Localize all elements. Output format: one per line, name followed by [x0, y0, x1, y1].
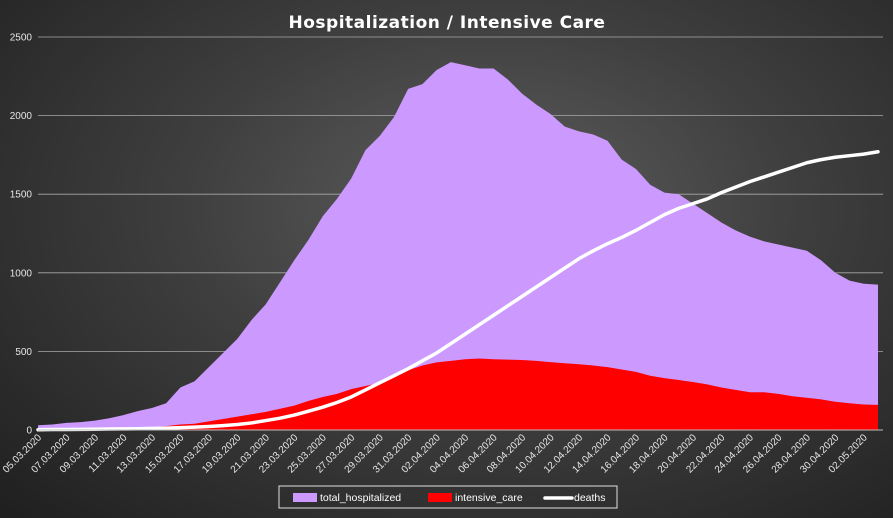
y-tick-label: 500: [15, 347, 32, 358]
series-area-total-hospitalized: [38, 62, 878, 431]
legend-swatch-total-hospitalized: [293, 493, 317, 502]
series-lines: [36, 150, 880, 432]
chart-title: Hospitalization / Intensive Care: [289, 13, 606, 33]
y-tick-label: 2000: [10, 111, 33, 122]
series-line-deaths: [36, 150, 880, 432]
legend-item-total-hospitalized: total_hospitalized: [293, 492, 401, 504]
x-axis: 05.03.202007.03.202009.03.202011.03.2020…: [1, 429, 883, 476]
y-axis: 0 500 1000 1500 2000 2500: [10, 33, 33, 437]
y-tick-label: 1500: [10, 190, 33, 201]
y-tick-label: 1000: [10, 268, 33, 279]
legend-item-deaths: deaths: [543, 492, 606, 504]
y-tick-label: 2500: [10, 33, 33, 44]
legend-label-intensive-care: intensive_care: [455, 492, 523, 504]
legend-label-deaths: deaths: [574, 492, 606, 504]
legend-label-total-hospitalized: total_hospitalized: [320, 492, 401, 504]
series-area-intensive-care: [38, 358, 878, 430]
legend-box: [278, 485, 618, 509]
y-tick-label: 0: [26, 426, 32, 437]
legend-swatch-intensive-care: [428, 493, 452, 502]
legend: total_hospitalized intensive_care deaths: [278, 485, 618, 509]
legend-item-intensive-care: intensive_care: [428, 492, 523, 504]
series-areas: [38, 62, 878, 431]
